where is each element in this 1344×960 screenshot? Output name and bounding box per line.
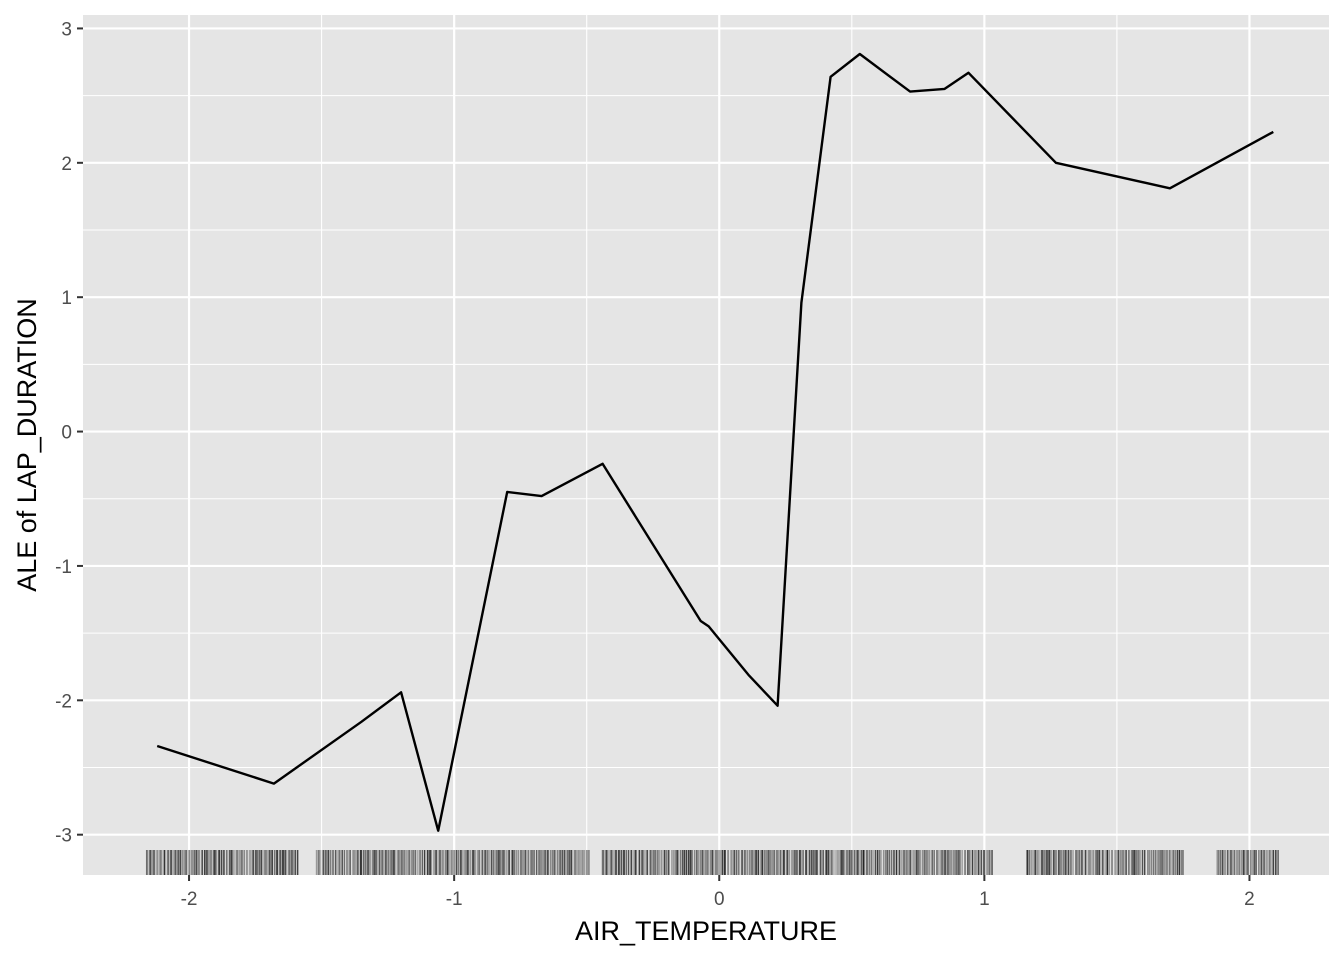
x-tick-label: 1 [979, 889, 990, 910]
x-tick-label: -1 [446, 889, 463, 910]
grid-major-lines [83, 15, 1329, 875]
series-layer [156, 52, 1274, 832]
y-axis-title: ALE of LAP_DURATION [12, 298, 42, 592]
x-axis: -2 -1 0 1 2 [181, 875, 1255, 910]
y-axis: -3 -2 -1 0 1 2 3 [55, 19, 83, 847]
y-tick-label: 3 [61, 19, 72, 40]
y-tick-label: -3 [55, 826, 72, 847]
plot-panel [83, 15, 1329, 875]
x-tick-label: -2 [181, 889, 198, 910]
rug-marks [145, 850, 1279, 875]
grid-minor-lines [83, 15, 1329, 875]
y-tick-label: 2 [61, 154, 72, 175]
y-tick-label: 1 [61, 288, 72, 309]
x-axis-title: AIR_TEMPERATURE [575, 916, 837, 946]
y-tick-label: -1 [55, 557, 72, 578]
x-tick-label: 2 [1244, 889, 1255, 910]
x-tick-label: 0 [714, 889, 725, 910]
y-tick-label: 0 [61, 423, 72, 444]
ale-series-line [156, 52, 1274, 832]
y-tick-label: -2 [55, 691, 72, 712]
